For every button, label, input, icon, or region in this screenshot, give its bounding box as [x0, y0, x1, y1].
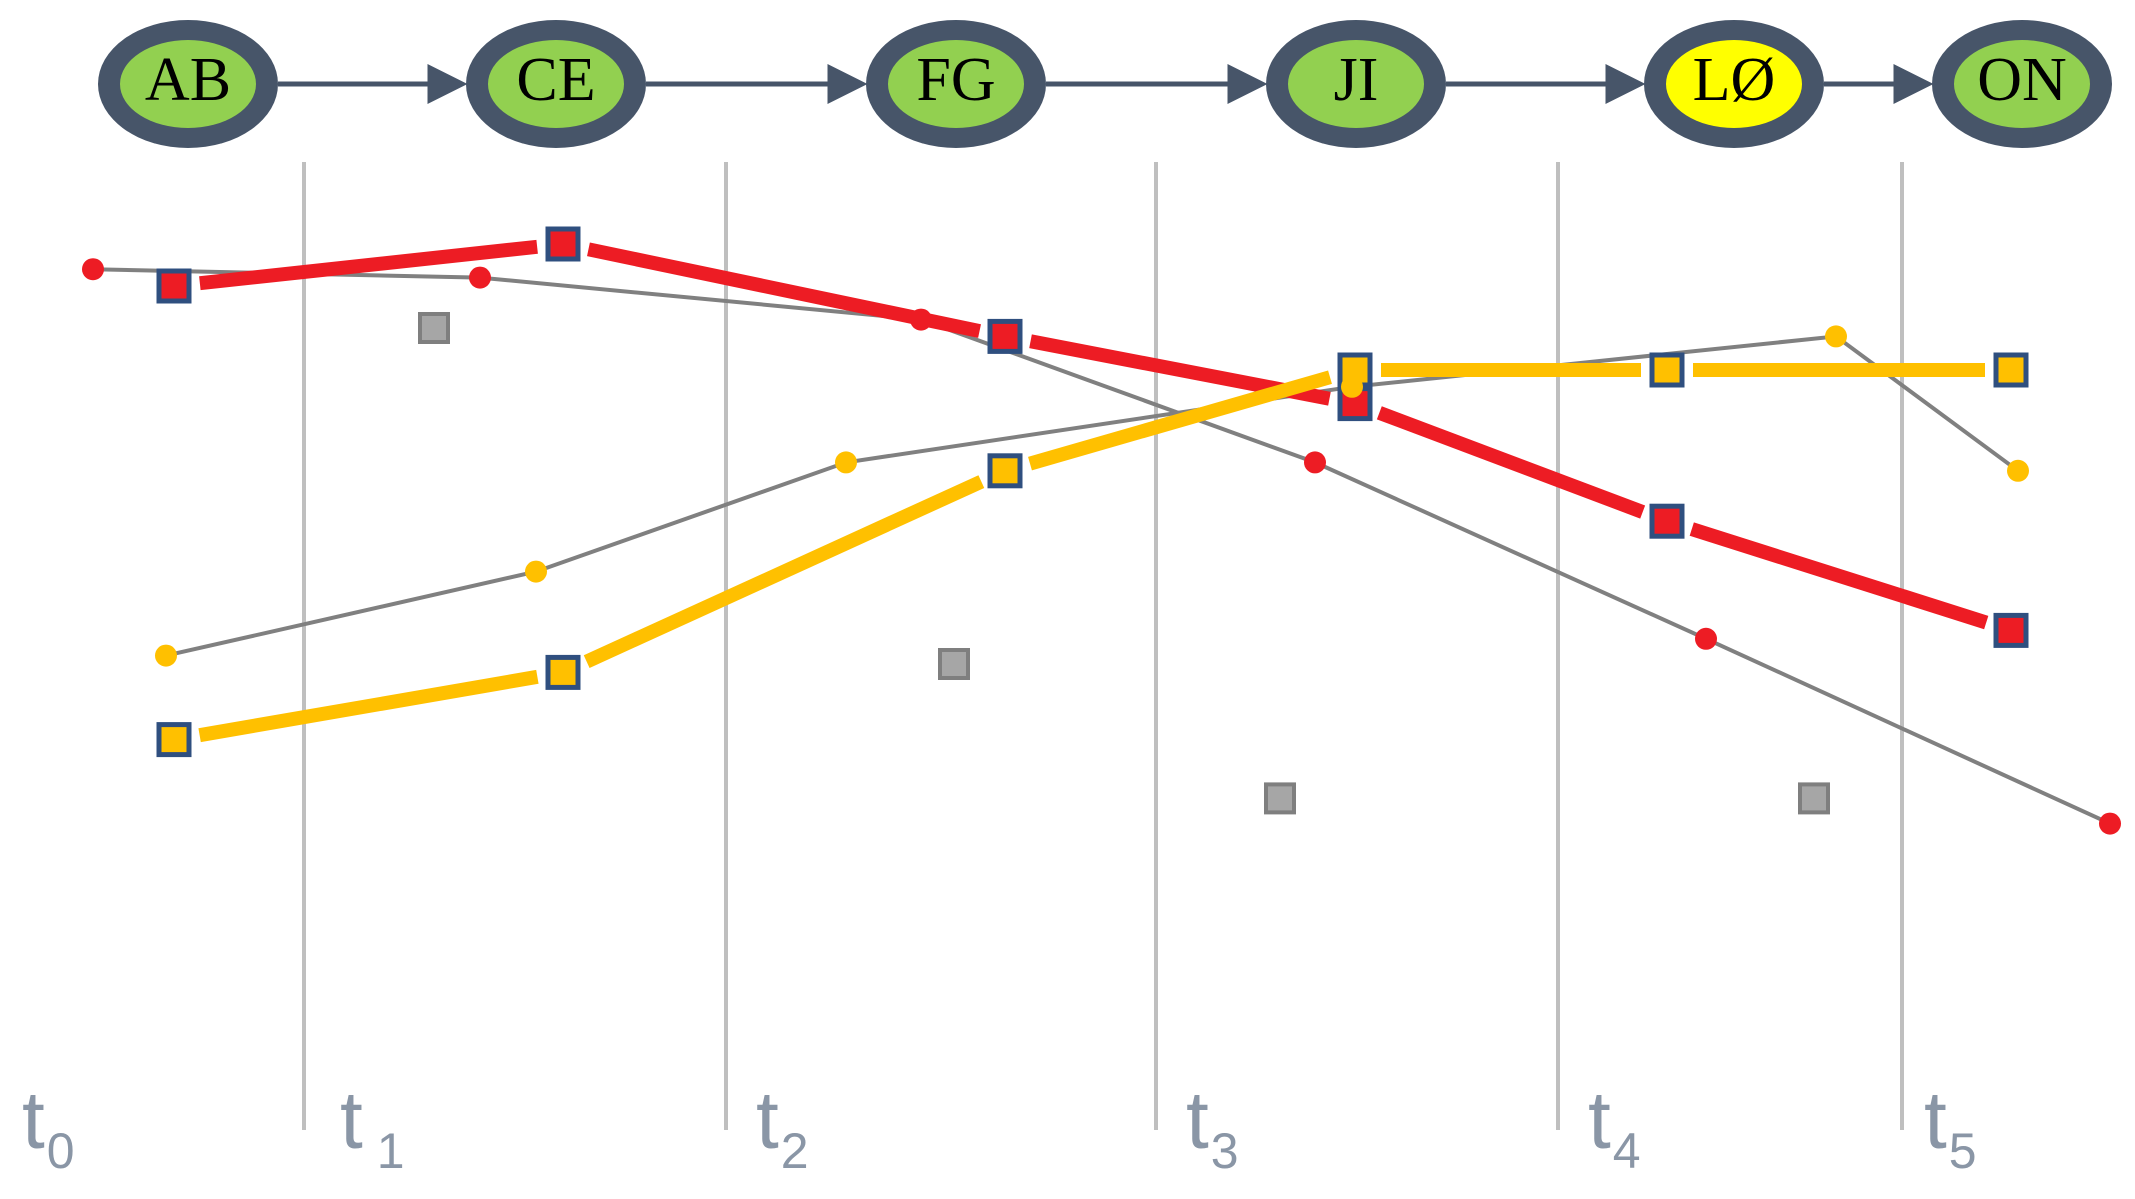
time-step-subscript: 4	[1613, 1123, 1641, 1179]
gray-square-marker	[1264, 782, 1296, 815]
sequence-node: FG	[866, 20, 1046, 148]
yellow-dot-marker	[1825, 325, 1847, 348]
red-square-marker	[987, 318, 1023, 354]
node-label: JI	[1334, 46, 1379, 114]
node-label: CE	[516, 46, 595, 114]
thin-series-lines	[92, 267, 2111, 826]
sequence-node: JI	[1266, 20, 1446, 148]
red-dot-marker	[1304, 451, 1326, 474]
yellow-dot-marker	[1341, 375, 1363, 398]
time-step-main: t	[340, 1075, 363, 1166]
time-step-label: t3	[1186, 1075, 1239, 1179]
red-square-marker	[156, 268, 192, 304]
sequence-nodes: AB CE FG JI LØ ON	[98, 20, 2112, 148]
series-markers	[82, 226, 2121, 835]
time-step-subscript: 5	[1949, 1123, 1977, 1179]
time-dividers	[302, 162, 1904, 1130]
thick-red-segment	[199, 239, 538, 291]
time-step-subscript: 3	[1211, 1123, 1239, 1179]
node-label: AB	[145, 46, 231, 114]
yellow-square-marker	[1993, 352, 2029, 388]
node-core	[120, 40, 256, 128]
yellow-square-marker	[545, 654, 581, 690]
thick-series-lines	[198, 239, 1989, 743]
time-step-label: t2	[756, 1075, 809, 1179]
time-step-main: t	[756, 1075, 779, 1166]
red-square-marker	[1993, 612, 2029, 648]
node-core	[488, 40, 624, 128]
red-dot-marker	[82, 258, 104, 281]
red-square-marker	[1649, 503, 1685, 539]
thin-red-line	[92, 267, 2111, 826]
thick-yellow-segment	[583, 475, 985, 668]
yellow-square-marker	[1649, 352, 1685, 388]
red-dot-marker	[910, 308, 932, 331]
time-step-subscript: 0	[47, 1123, 75, 1179]
node-label: LØ	[1693, 46, 1776, 114]
gray-square-marker	[938, 648, 970, 680]
thick-yellow-segment	[1028, 370, 1332, 471]
node-label: FG	[916, 46, 995, 114]
node-label: ON	[1977, 46, 2067, 114]
sequence-node: CE	[466, 20, 646, 148]
red-dot-marker	[1695, 627, 1717, 650]
red-dot-marker	[469, 266, 491, 289]
time-step-main: t	[1588, 1075, 1611, 1166]
node-core	[888, 40, 1024, 128]
sequence-node: LØ	[1644, 20, 1824, 148]
gray-square-marker	[418, 312, 450, 344]
yellow-dot-marker	[835, 451, 857, 474]
time-step-label: t5	[1924, 1075, 1977, 1179]
yellow-square-marker	[987, 453, 1023, 489]
time-step-main: t	[22, 1075, 45, 1166]
node-core	[1954, 40, 2090, 128]
gray-square-marker	[1798, 782, 1830, 815]
red-dot-marker	[2099, 812, 2121, 835]
time-step-main: t	[1924, 1075, 1947, 1166]
time-step-label: t4	[1588, 1075, 1641, 1179]
yellow-square-marker	[156, 722, 192, 758]
thin-yellow-line	[165, 334, 2020, 658]
sequence-node: AB	[98, 20, 278, 148]
time-step-main: t	[1186, 1075, 1209, 1166]
time-step-label: t0	[22, 1075, 75, 1179]
time-step-labels: t0 t 1 t2 t3 t4 t5	[22, 1075, 1977, 1179]
time-step-subscript: 2	[781, 1123, 809, 1179]
thick-red-segment	[1689, 522, 1989, 630]
node-core	[1288, 40, 1424, 128]
yellow-dot-marker	[155, 644, 177, 667]
yellow-dot-marker	[525, 560, 547, 583]
node-core	[1666, 40, 1802, 128]
thick-red-segment	[1376, 406, 1646, 519]
time-step-subscript: 1	[377, 1123, 405, 1179]
yellow-dot-marker	[2007, 459, 2029, 482]
red-square-marker	[545, 226, 581, 262]
sequence-node: ON	[1932, 20, 2112, 148]
thick-yellow-segment	[198, 669, 539, 743]
